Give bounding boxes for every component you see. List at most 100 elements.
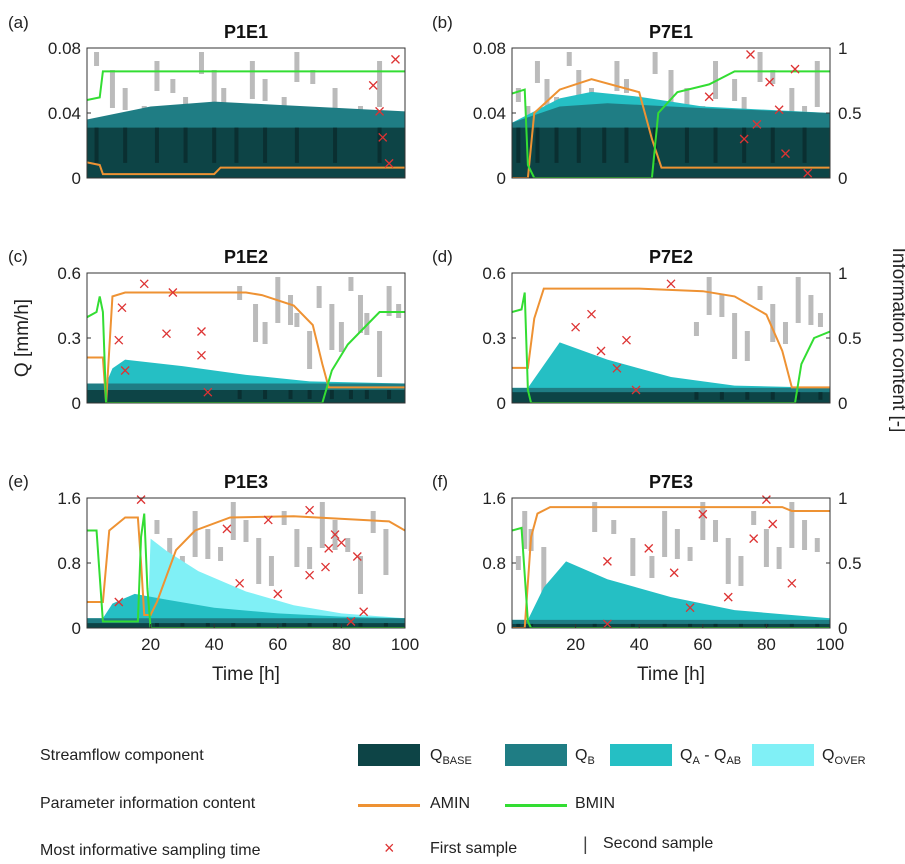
second-sample-mark <box>333 127 338 163</box>
second-sample-mark <box>719 392 724 400</box>
second-sample-mark <box>357 295 363 333</box>
second-sample-mark <box>294 313 300 327</box>
panel-p7e1: 0 0.04 0.08 0 0.5 1 P7E1 (b) <box>432 13 862 188</box>
second-sample-mark <box>294 127 299 163</box>
second-sample-mark <box>383 529 389 575</box>
first-sample-marker <box>136 495 146 505</box>
second-sample-mark <box>770 392 775 400</box>
second-sample-mark <box>332 88 338 126</box>
first-sample-marker <box>803 168 813 178</box>
second-sample-mark <box>109 70 115 108</box>
panel-title: P7E1 <box>649 22 693 42</box>
first-sample-marker <box>631 385 641 395</box>
second-sample-mark <box>770 127 775 163</box>
second-sample-mark <box>377 61 383 107</box>
first-sample-marker <box>698 509 708 519</box>
panel-p1e1: 0 0.04 0.08 P1E1 (a) <box>8 13 406 188</box>
second-sample-mark <box>231 623 236 627</box>
x-axis-label: Time [h] <box>212 664 280 685</box>
right-tick-label: 1 <box>838 489 847 508</box>
bmin-line <box>87 513 405 628</box>
second-sample-mark <box>515 556 521 570</box>
right-tick-label: 0 <box>838 169 847 188</box>
q-base-area <box>512 127 830 178</box>
first-sample-marker <box>114 335 124 345</box>
panel-p7e3: 0 0.8 1.6 0 0.5 1 20 40 60 80 100 P7E3 (f) Time [h] <box>432 472 862 685</box>
first-sample-marker <box>162 329 171 339</box>
second-sample-mark <box>808 295 814 325</box>
second-sample-mark <box>687 547 693 561</box>
second-sample-mark <box>713 623 718 627</box>
first-sample-marker <box>612 363 622 373</box>
second-sample-mark <box>154 520 160 534</box>
x-tick-label: 80 <box>332 635 351 654</box>
second-sample-mark <box>684 88 690 118</box>
first-sample-marker <box>602 556 612 566</box>
panel-label: (a) <box>8 13 29 32</box>
first-sample-marker <box>324 543 334 553</box>
legend-swatch-q-a-ab <box>610 744 672 766</box>
first-sample-marker <box>669 568 679 578</box>
second-sample-mark <box>818 392 823 400</box>
first-sample-marker <box>739 134 749 144</box>
panel-label: (d) <box>432 247 453 266</box>
right-tick-label: 0 <box>838 619 847 638</box>
second-sample-mark <box>294 52 300 82</box>
second-sample-mark <box>802 127 807 163</box>
second-sample-mark <box>281 511 287 525</box>
first-sample-marker <box>587 309 596 319</box>
y-tick-label: 0 <box>72 169 81 188</box>
y-tick-label: 0.3 <box>482 329 506 348</box>
second-sample-mark <box>345 538 351 552</box>
x-tick-label: 100 <box>816 635 844 654</box>
y-tick-label: 0.6 <box>57 264 81 283</box>
first-sample-marker <box>117 303 127 313</box>
first-sample-marker <box>723 592 733 602</box>
second-sample-mark <box>751 511 757 525</box>
second-sample-mark <box>789 623 794 627</box>
second-sample-mark <box>307 331 313 369</box>
legend-line-bmin <box>505 804 567 807</box>
second-sample-mark <box>744 331 750 361</box>
legend-bmin: BMIN <box>575 795 615 812</box>
y-tick-label: 0 <box>497 394 506 413</box>
q-over-area <box>147 538 405 628</box>
q-base-area <box>512 623 830 628</box>
first-sample-marker <box>781 149 790 159</box>
amin-line <box>87 515 405 616</box>
second-sample-mark <box>738 623 743 627</box>
second-sample-mark <box>763 529 769 567</box>
first-sample-marker <box>746 50 755 59</box>
second-sample-mark <box>263 127 268 163</box>
panel-p7e2: 0 0.3 0.6 0 0.5 1 P7E2 (d) <box>432 247 862 413</box>
second-sample-mark <box>316 286 322 308</box>
second-sample-mark <box>358 623 363 627</box>
panel-p1e2: 0 0.3 0.6 P1E2 (c) <box>8 247 406 413</box>
first-sample-marker <box>305 570 315 580</box>
first-sample-marker <box>273 589 283 599</box>
amin-line <box>512 287 830 389</box>
second-sample-mark <box>333 623 338 627</box>
second-sample-mark <box>814 538 820 552</box>
second-sample-mark <box>192 511 198 557</box>
second-sample-mark <box>230 502 236 540</box>
right-tick-label: 0 <box>838 394 847 413</box>
y-tick-label: 1.6 <box>57 489 81 508</box>
bmin-line <box>87 296 405 403</box>
x-tick-label: 80 <box>757 635 776 654</box>
second-sample-mark <box>688 623 693 627</box>
first-sample-marker <box>378 132 388 142</box>
panel-label: (f) <box>432 472 448 491</box>
second-sample-mark <box>535 127 540 163</box>
y-tick-label: 0.8 <box>482 554 506 573</box>
plot-area <box>512 277 830 403</box>
first-sample-marker <box>235 578 245 588</box>
second-sample-mark <box>123 127 128 163</box>
panel-label: (b) <box>432 13 453 32</box>
second-sample-mark <box>170 79 176 93</box>
plot-area <box>512 52 830 178</box>
second-sample-mark <box>364 390 369 400</box>
bmin-line <box>512 292 830 403</box>
y-axis-label-right: Information content [-] <box>888 248 905 433</box>
second-sample-mark <box>154 127 159 163</box>
